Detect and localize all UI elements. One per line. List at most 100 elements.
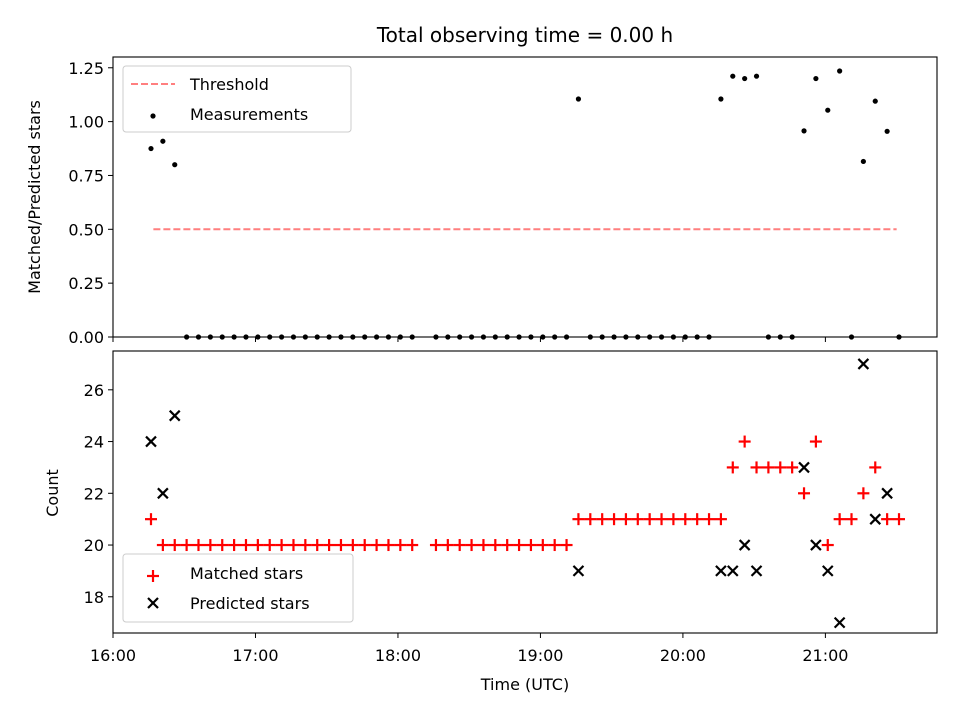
matched-stars-point xyxy=(845,513,858,526)
matched-stars-point xyxy=(608,513,621,526)
legend-threshold-label: Threshold xyxy=(189,75,269,94)
bottom-y-tick-label: 18 xyxy=(84,588,104,607)
predicted-stars-point xyxy=(572,565,585,577)
top-legend: Threshold Measurements xyxy=(122,65,352,133)
predicted-stars-point xyxy=(821,565,834,577)
matched-stars-point xyxy=(857,487,870,500)
matched-stars-point xyxy=(501,539,514,552)
top-y-tick-label: 1.00 xyxy=(68,113,104,132)
bottom-legend-frame xyxy=(122,553,354,623)
matched-stars-point xyxy=(489,539,502,552)
predicted-stars-point xyxy=(833,616,846,629)
predicted-stars-point xyxy=(168,409,181,422)
top-y-tick-label: 0.50 xyxy=(68,220,104,239)
measurement-point xyxy=(884,128,890,134)
measurement-point xyxy=(148,145,154,152)
measurement-point xyxy=(160,138,166,144)
matched-stars-point xyxy=(762,461,775,474)
top-y-tick-labels: 0.00 0.25 0.50 0.75 1.00 1.25 xyxy=(68,59,113,347)
matched-stars-point xyxy=(346,539,359,552)
predicted-stars-point xyxy=(857,358,870,370)
predicted-stars-point xyxy=(798,461,810,474)
bottom-series xyxy=(144,358,906,629)
top-panel-frame xyxy=(112,56,938,338)
matched-stars-point xyxy=(703,513,716,526)
bottom-panel: 18 20 22 24 26 16:00 17:00 18:00 19:00 20:00 21:0… xyxy=(43,350,938,694)
matched-stars-point xyxy=(513,539,526,552)
matched-stars-point xyxy=(726,461,739,474)
measurement-point xyxy=(860,158,866,165)
bottom-y-axis-label: Count xyxy=(43,469,62,517)
matched-stars-point xyxy=(358,539,371,552)
matched-stars-point xyxy=(156,539,169,552)
matched-stars-point xyxy=(465,539,478,552)
bottom-y-tick-labels: 18 20 22 24 26 xyxy=(84,381,113,607)
matched-stars-point xyxy=(536,539,549,552)
bottom-y-tick-label: 26 xyxy=(84,381,104,400)
matched-stars-point xyxy=(192,539,205,552)
matched-stars-point xyxy=(524,539,537,552)
bottom-panel-frame xyxy=(112,350,938,634)
matched-stars-point xyxy=(548,539,561,552)
matched-stars-point xyxy=(643,513,656,526)
predicted-stars-point xyxy=(715,565,727,577)
matched-stars-point xyxy=(180,539,193,552)
matched-stars-point xyxy=(251,539,264,552)
matched-stars-point xyxy=(619,513,632,526)
predicted-stars-point xyxy=(869,513,882,525)
matched-stars-point xyxy=(275,539,288,552)
top-y-tick-label: 0.75 xyxy=(68,166,104,185)
matched-stars-point xyxy=(714,513,727,526)
matched-stars-point xyxy=(809,435,822,448)
matched-stars-point xyxy=(287,539,300,552)
matched-stars-point xyxy=(168,539,181,552)
bottom-x-tick-label: 21:00 xyxy=(802,646,848,665)
measurement-point xyxy=(813,75,819,82)
top-y-tick-label: 1.25 xyxy=(68,59,104,78)
matched-stars-point xyxy=(750,461,763,474)
predicted-stars-point xyxy=(157,487,169,500)
matched-stars-point xyxy=(323,539,336,552)
matched-stars-point xyxy=(572,513,585,526)
measurement-point xyxy=(730,73,736,79)
measurement-point xyxy=(718,96,724,102)
legend-matched-swatch xyxy=(147,570,159,582)
predicted-stars-point xyxy=(145,435,157,448)
bottom-y-tick-label: 24 xyxy=(84,433,104,452)
measurement-point xyxy=(575,96,582,102)
measurement-point xyxy=(801,128,807,134)
matched-stars-point xyxy=(263,539,276,552)
matched-stars-point xyxy=(453,539,466,552)
matched-stars-point xyxy=(774,461,787,474)
predicted-stars-point xyxy=(738,539,751,551)
top-y-axis-label: Matched/Predicted stars xyxy=(25,100,44,294)
bottom-x-axis-label: Time (UTC) xyxy=(480,675,569,694)
matched-stars-point xyxy=(144,513,157,526)
matched-stars-point xyxy=(821,539,834,552)
bottom-y-tick-label: 20 xyxy=(84,536,104,555)
matched-stars-point xyxy=(216,539,229,552)
bottom-legend: Matched stars Predicted stars xyxy=(122,553,354,623)
matched-stars-point xyxy=(441,539,454,552)
bottom-x-tick-label: 20:00 xyxy=(660,646,706,665)
matched-stars-point xyxy=(679,513,692,526)
matched-stars-point xyxy=(893,513,906,526)
matched-stars-point xyxy=(477,539,490,552)
matched-stars-point xyxy=(655,513,668,526)
measurement-point xyxy=(872,98,878,104)
matched-stars-point xyxy=(299,539,312,552)
bottom-x-tick-label: 17:00 xyxy=(232,646,278,665)
matched-stars-point xyxy=(382,539,395,552)
matched-stars-point xyxy=(239,539,252,552)
measurement-point xyxy=(742,75,748,82)
matched-stars-point xyxy=(560,539,573,552)
matched-stars-point xyxy=(798,487,811,500)
matched-stars-point xyxy=(833,513,846,526)
matched-stars-point xyxy=(584,513,597,526)
measurement-point xyxy=(825,107,831,113)
matched-stars-point xyxy=(406,539,419,552)
measurement-point xyxy=(753,73,760,79)
measurement-point xyxy=(172,162,178,168)
top-legend-frame xyxy=(122,65,352,133)
